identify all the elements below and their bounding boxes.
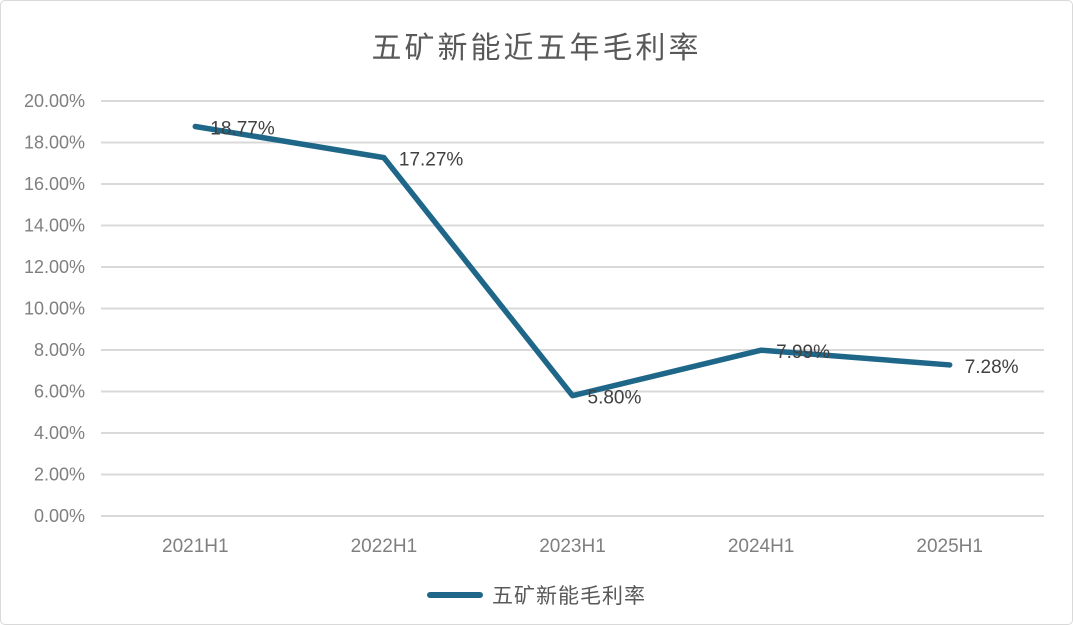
data-label: 18.77% xyxy=(210,119,275,140)
series-line xyxy=(192,123,953,399)
x-axis-label: 2022H1 xyxy=(351,536,418,557)
chart-title: 五矿新能近五年毛利率 xyxy=(371,32,702,65)
x-axis-label: 2023H1 xyxy=(539,536,606,557)
y-axis-tick-label: 10.00% xyxy=(24,299,85,319)
data-label: 5.80% xyxy=(588,388,642,409)
y-axis-tick-label: 0.00% xyxy=(34,506,85,526)
data-label: 17.27% xyxy=(399,150,464,171)
y-axis-tick-label: 14.00% xyxy=(24,216,85,236)
y-axis-tick-label: 6.00% xyxy=(34,382,85,402)
legend-label: 五矿新能毛利率 xyxy=(492,584,646,608)
y-axis-tick-label: 4.00% xyxy=(34,423,85,443)
x-axis-label: 2024H1 xyxy=(728,536,795,557)
legend: 五矿新能毛利率 xyxy=(1,580,1072,610)
y-axis-tick-label: 2.00% xyxy=(34,465,85,485)
x-axis-label: 2025H1 xyxy=(916,536,983,557)
x-axis-label: 2021H1 xyxy=(162,536,229,557)
y-axis-tick-label: 8.00% xyxy=(34,340,85,360)
y-axis-tick-label: 12.00% xyxy=(24,257,85,277)
data-label: 7.28% xyxy=(965,357,1019,378)
y-axis-tick-label: 18.00% xyxy=(24,133,85,153)
y-axis-tick-label: 20.00% xyxy=(24,91,85,111)
data-label: 7.99% xyxy=(776,342,830,363)
y-axis-tick-label: 16.00% xyxy=(24,174,85,194)
legend-line-marker xyxy=(427,592,483,598)
